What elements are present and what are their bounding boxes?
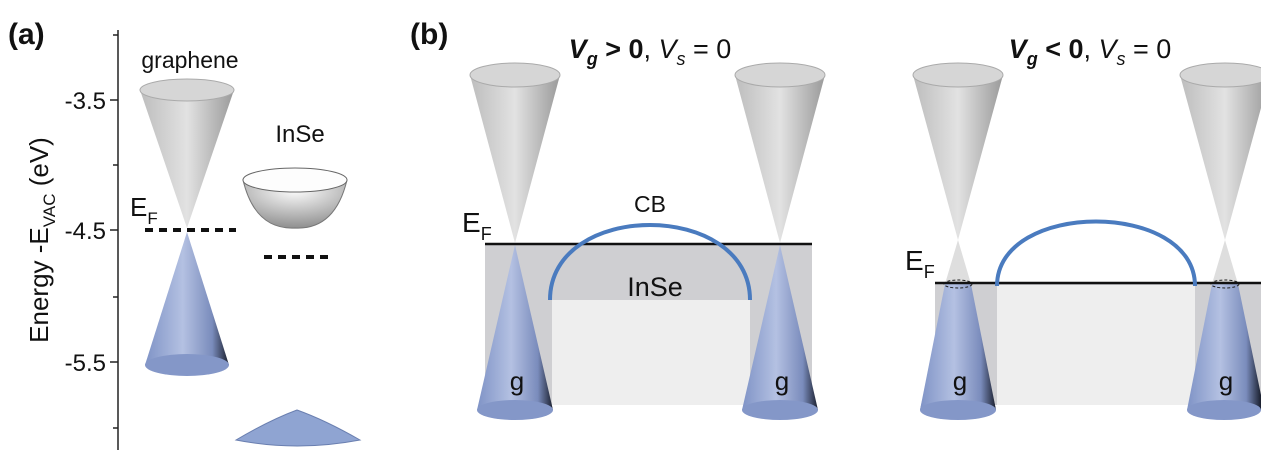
cone-pair — [469, 62, 826, 420]
condition-title: Vg > 0, Vs = 0 — [569, 34, 732, 69]
fermi-label: EF — [462, 207, 492, 244]
panel-label: (b) — [410, 18, 448, 51]
fermi-label: EF — [905, 245, 935, 282]
cone-lower — [145, 232, 229, 365]
cone-upper — [140, 90, 234, 228]
material-label: InSe — [627, 272, 683, 302]
axis-label: Energy -EVAC (eV) — [24, 137, 59, 343]
band-label: CB — [634, 191, 666, 217]
conduction-band — [548, 223, 752, 301]
cone-pair — [912, 62, 1261, 420]
cone-top — [139, 78, 235, 102]
tick-label: -5.5 — [65, 350, 106, 377]
graphene-label: g — [510, 366, 524, 396]
axis-ticks — [110, 34, 118, 429]
panel-label: (a) — [8, 18, 45, 51]
tick-label: -3.5 — [65, 88, 106, 115]
graphene-label: g — [953, 366, 967, 396]
inse-region — [997, 285, 1195, 405]
paraboloid-rim — [242, 167, 348, 193]
graphene-label: g — [775, 366, 789, 396]
panel-a: (a) -3.5 -4.5 -5.5 Energy -EVAC (eV) gra… — [8, 18, 362, 450]
paraboloid — [242, 179, 348, 229]
condition-title: Vg < 0, Vs = 0 — [1009, 34, 1172, 69]
panel-b: (b) Vg > 0, Vs = 0 CB InSe EF g g Vg < 0… — [410, 18, 1261, 420]
fermi-label: EF — [130, 192, 158, 228]
tick-label: -4.5 — [65, 218, 106, 245]
material-label: InSe — [275, 121, 324, 148]
graphene-label: g — [1219, 366, 1233, 396]
conduction-band — [995, 219, 1197, 287]
cone-base — [145, 354, 229, 376]
inse-region — [552, 300, 750, 405]
material-label: graphene — [141, 47, 238, 73]
valence-mound — [234, 409, 362, 447]
